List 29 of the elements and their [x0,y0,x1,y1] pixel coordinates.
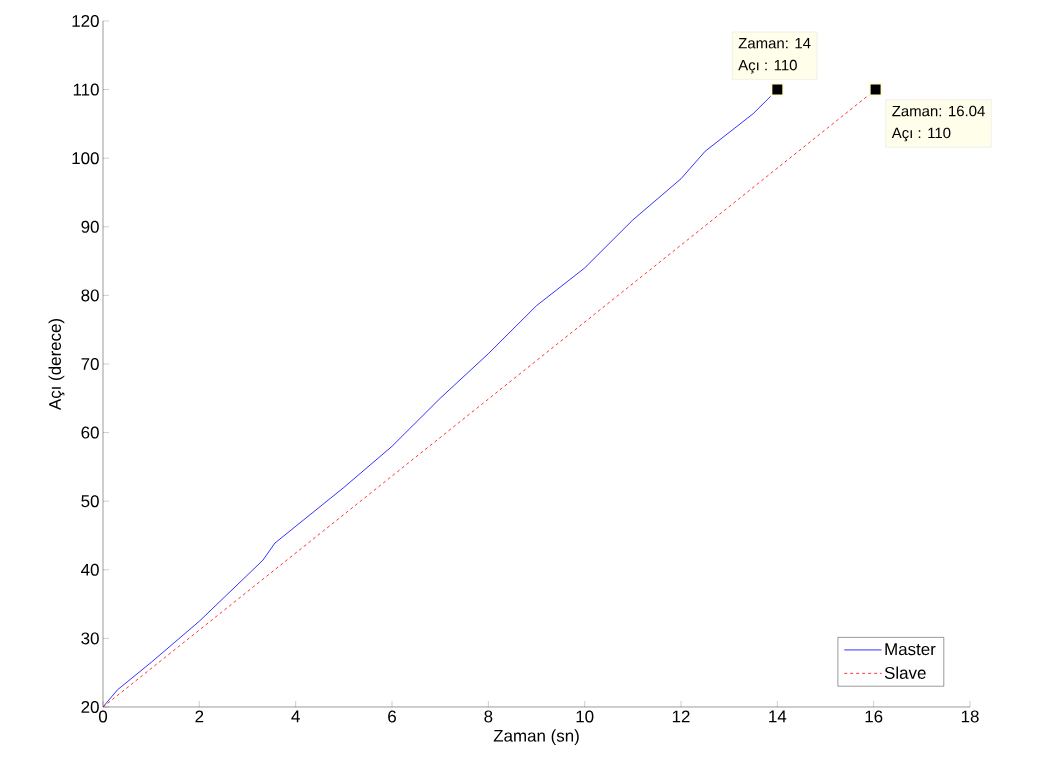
x-tick-label: 16 [865,710,883,723]
y-tick-label: 70 [81,357,99,370]
y-tick-label: 100 [72,152,99,165]
x-tick-label: 18 [961,710,979,723]
y-tick-label: 60 [81,426,99,439]
legend-label: Master [885,643,936,656]
x-tick-label: 14 [769,710,787,723]
x-tick-label: 2 [195,710,204,723]
y-tick-label: 20 [81,700,99,713]
y-tick-label: 50 [81,495,99,508]
y-tick-label: 120 [72,14,99,27]
y-axis-title: Açı (derece) [48,318,65,411]
annotation: Açı : 110 [738,59,797,74]
x-tick-label: 12 [672,710,690,723]
x-tick-label: 6 [388,710,396,723]
annotation: Zaman: 14 [738,38,811,49]
y-tick-label: 40 [81,563,99,576]
y-tick-label: 110 [73,83,99,96]
annotation: Zaman: 16.04 [892,105,985,117]
x-tick-label: 0 [98,710,108,723]
annotation: Açı : 110 [891,127,951,142]
y-tick-label: 30 [81,632,99,645]
y-tick-label: 80 [81,289,99,302]
legend-label: Slave [884,666,926,679]
x-tick-label: 4 [291,710,300,723]
x-tick-label: 10 [576,710,594,723]
x-tick-label: 8 [484,710,493,723]
x-axis-title: Zaman (sn) [493,729,579,746]
y-tick-label: 90 [81,220,99,233]
